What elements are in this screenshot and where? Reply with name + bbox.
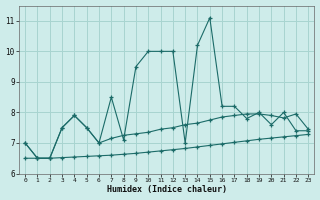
X-axis label: Humidex (Indice chaleur): Humidex (Indice chaleur): [107, 185, 227, 194]
